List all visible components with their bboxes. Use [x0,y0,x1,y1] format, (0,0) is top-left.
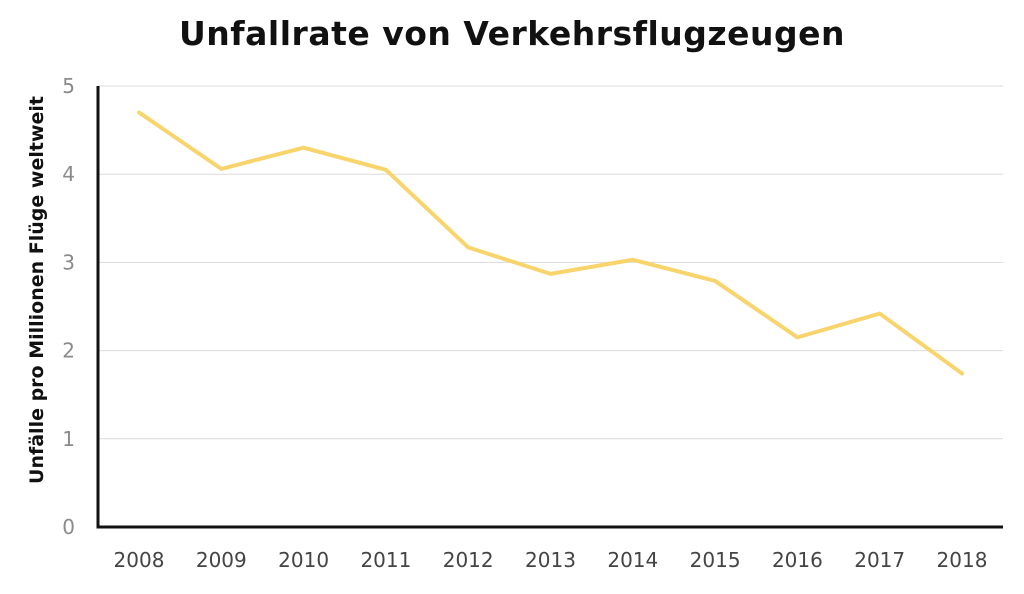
x-tick-labels: 2008 2009 2010 2011 2012 2013 2014 2015 2016 2017… [114,548,988,572]
x-tick-label: 2013 [525,548,576,572]
grid-lines [98,85,1003,440]
x-tick-label: 2014 [607,548,658,572]
x-tick-label: 2010 [278,548,329,572]
x-tick-label: 2015 [690,548,741,572]
y-tick-label: 5 [62,74,75,98]
y-tick-label: 0 [62,515,75,539]
y-tick-label: 4 [62,162,75,186]
x-tick-label: 2012 [443,548,494,572]
chart-title: Unfallrate von Verkehrsflugzeugen [179,14,845,53]
x-tick-label: 2018 [937,548,988,572]
y-tick-label: 2 [62,339,75,363]
x-tick-label: 2017 [854,548,905,572]
y-tick-label: 3 [62,250,75,274]
x-tick-label: 2009 [196,548,247,572]
x-tick-label: 2008 [114,548,165,572]
x-tick-label: 2016 [772,548,823,572]
series-line [137,110,964,376]
series-lines [137,110,964,376]
axes [96,86,1003,529]
y-tick-label: 1 [62,427,75,451]
x-tick-label: 2011 [360,548,411,572]
y-tick-labels: 0 1 2 3 4 5 [62,74,75,539]
